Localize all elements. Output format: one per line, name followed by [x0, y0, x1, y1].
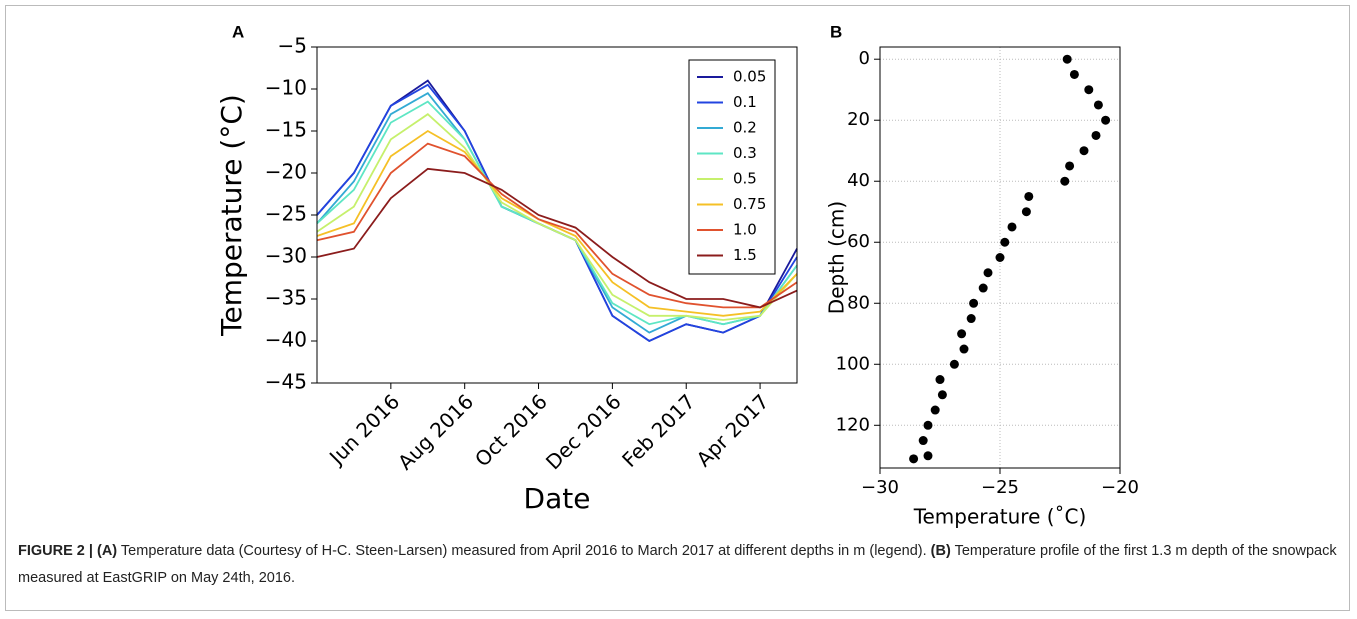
series-line: [316, 167, 798, 309]
y-tick-label: −25: [265, 202, 307, 226]
x-tick-label: −30: [861, 477, 899, 498]
y-tick-label: −30: [265, 244, 307, 268]
legend-label: 1.5: [733, 246, 757, 264]
y-tick-label: 120: [836, 414, 870, 435]
y-tick-label: −15: [265, 118, 307, 142]
point: [1062, 54, 1072, 64]
y-tick-label: −35: [265, 286, 307, 310]
x-tick-label: Oct 2016: [470, 389, 552, 471]
point: [1024, 191, 1034, 201]
x-axis-label: Temperature (˚C): [913, 505, 1087, 529]
x-tick-label: Feb 2017: [617, 389, 699, 471]
y-tick-label: 20: [847, 109, 870, 130]
point: [1091, 130, 1101, 140]
series-line: [316, 113, 798, 321]
x-tick-label: Apr 2017: [692, 389, 774, 471]
y-tick-label: −10: [265, 76, 307, 100]
y-tick-label: 80: [847, 292, 870, 313]
legend-label: 0.5: [733, 170, 757, 188]
x-tick-label: Dec 2016: [541, 389, 626, 474]
x-axis-label: Date: [524, 482, 591, 515]
point: [909, 454, 919, 464]
x-tick-label: Aug 2016: [393, 389, 478, 474]
point: [930, 405, 940, 415]
caption: FIGURE 2 | (A) Temperature data (Courtes…: [18, 538, 1338, 592]
legend-label: 0.3: [733, 144, 757, 162]
y-tick-label: 40: [847, 170, 870, 191]
point: [1093, 100, 1103, 110]
legend-label: 1.0: [733, 221, 757, 239]
axes-frame: [879, 46, 1121, 469]
axes-frame: [316, 46, 798, 384]
y-tick-label: 60: [847, 231, 870, 252]
x-tick-label: Jun 2016: [323, 389, 404, 470]
point: [935, 375, 945, 385]
point: [1021, 207, 1031, 217]
y-tick-label: −45: [265, 370, 307, 394]
y-tick-label: 100: [836, 353, 870, 374]
series-line: [316, 142, 798, 309]
y-tick-label: 0: [859, 48, 870, 69]
panel-title: A: [232, 22, 244, 41]
legend-label: 0.2: [733, 119, 757, 137]
caption-b-label: (B): [930, 543, 951, 559]
y-tick-label: −5: [278, 34, 307, 58]
y-axis-label: Depth (cm): [825, 201, 849, 314]
point: [969, 298, 979, 308]
point: [978, 283, 988, 293]
point: [983, 268, 993, 278]
caption-a-text: Temperature data (Courtesy of H-C. Steen…: [120, 543, 927, 559]
point: [1084, 85, 1094, 95]
frame: [5, 5, 1350, 611]
point: [957, 329, 967, 339]
point: [923, 420, 933, 430]
point: [918, 436, 928, 446]
caption-b-text: Temperature profile of the first 1.3 m d…: [18, 543, 1337, 586]
point: [923, 451, 933, 461]
point: [1065, 161, 1075, 171]
point: [949, 359, 959, 369]
point: [1000, 237, 1010, 247]
panel-title: B: [830, 22, 842, 41]
point: [959, 344, 969, 354]
legend-label: 0.05: [733, 68, 766, 86]
caption-a-label: (A): [97, 543, 118, 559]
y-axis-label: Temperature (°C): [215, 94, 248, 337]
point: [1101, 115, 1111, 125]
x-tick-label: −25: [981, 477, 1019, 498]
series-line: [316, 129, 798, 317]
y-tick-label: −20: [265, 160, 307, 184]
legend-box: [688, 59, 776, 275]
point: [1060, 176, 1070, 186]
point: [1007, 222, 1017, 232]
point: [937, 390, 947, 400]
legend-label: 0.75: [733, 195, 766, 213]
y-tick-label: −40: [265, 328, 307, 352]
point: [1079, 146, 1089, 156]
point: [1069, 69, 1079, 79]
caption-label: FIGURE 2 |: [18, 543, 93, 559]
x-tick-label: −20: [1101, 477, 1139, 498]
legend-label: 0.1: [733, 93, 757, 111]
point: [995, 253, 1005, 262]
point: [966, 314, 976, 324]
